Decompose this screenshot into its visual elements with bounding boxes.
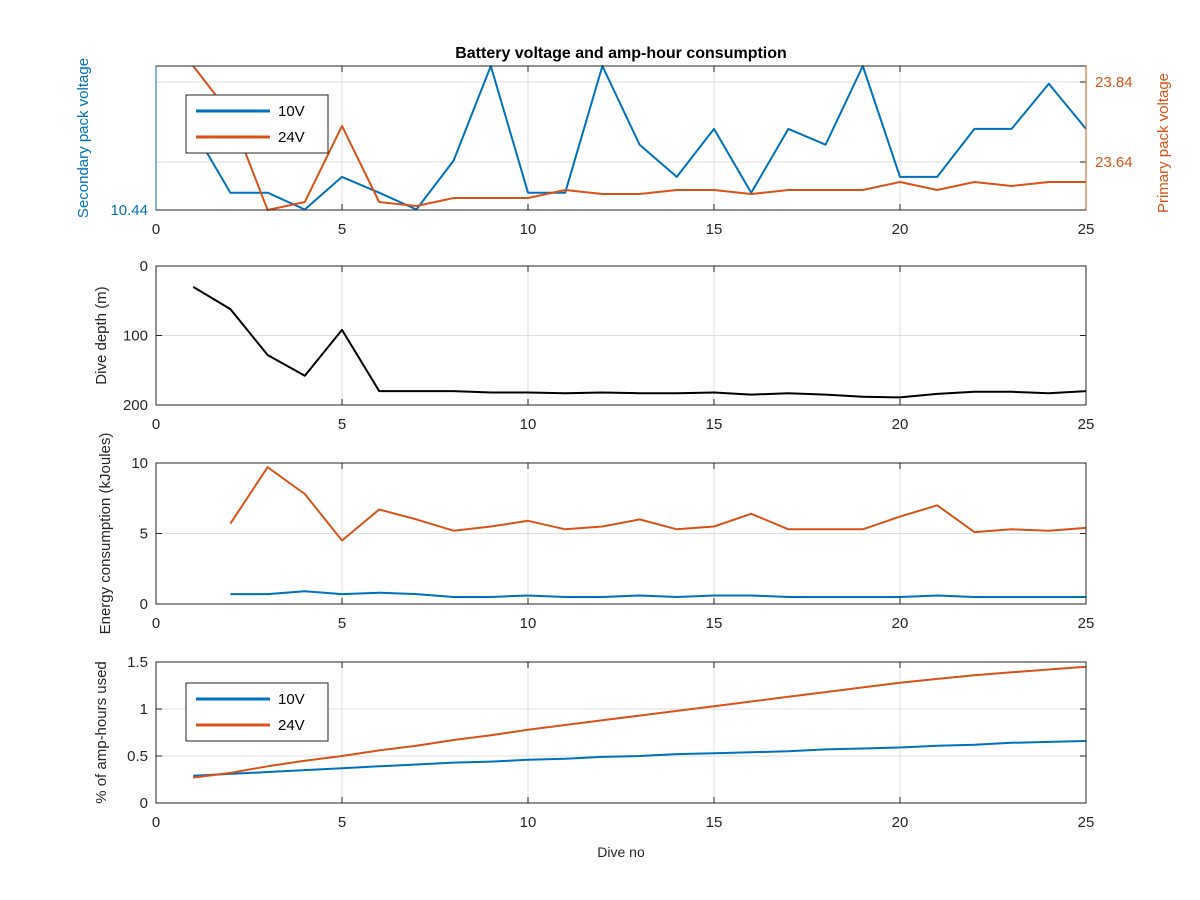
x-tick-label: 0 (152, 814, 160, 831)
x-tick-label: 10 (520, 221, 537, 238)
x-tick-label: 20 (892, 615, 909, 632)
y-right-axis-label: Primary pack voltage (1155, 73, 1172, 213)
y-axis-label: Dive depth (m) (93, 286, 110, 384)
figure-title: Battery voltage and amp-hour consumption (455, 45, 787, 62)
legend-label-24V: 24V (278, 717, 305, 734)
y-tick-label: 0 (140, 596, 148, 613)
x-tick-label: 5 (338, 221, 346, 238)
y-tick-label: 0.5 (127, 748, 148, 765)
x-tick-label: 0 (152, 615, 160, 632)
series-line-2 (230, 590, 1086, 598)
axes-frame (155, 661, 1087, 804)
y-right-tick-label: 23.84 (1095, 74, 1133, 91)
x-tick-label: 15 (706, 221, 723, 238)
x-tick-label: 20 (892, 221, 909, 238)
y-axis-label: % of amp-hours used (93, 661, 110, 804)
series-line-10V (193, 740, 1087, 777)
x-tick-label: 0 (152, 221, 160, 238)
x-tick-label: 25 (1078, 221, 1095, 238)
x-tick-label: 15 (706, 416, 723, 433)
x-axis-label: Dive no (597, 844, 645, 860)
x-tick-label: 5 (338, 814, 346, 831)
y-right-tick-label: 23.64 (1095, 154, 1133, 171)
x-tick-label: 0 (152, 416, 160, 433)
x-tick-label: 25 (1078, 416, 1095, 433)
y-tick-label: 10 (131, 455, 148, 472)
subplot-3: 0 5 10 15 20 25 0 5 10 Energy consumption (kJoule… (97, 433, 1094, 635)
y-tick-label: 5 (140, 526, 148, 543)
x-tick-label: 20 (892, 814, 909, 831)
x-tick-label: 25 (1078, 814, 1095, 831)
x-tick-label: 10 (520, 615, 537, 632)
subplot-2: 0 5 10 15 20 25 0 100 200 Dive depth (m) (93, 258, 1094, 433)
x-tick-label: 10 (520, 814, 537, 831)
x-tick-label: 15 (706, 814, 723, 831)
y-tick-label: 0 (140, 795, 148, 812)
legend-box (185, 94, 329, 154)
legend-label-10V: 10V (278, 691, 305, 708)
series-line-24V (192, 65, 1086, 211)
y-tick-label: 1.5 (127, 654, 148, 671)
x-tick-label: 5 (338, 416, 346, 433)
x-tick-label: 5 (338, 615, 346, 632)
y-axis-label: Energy consumption (kJoules) (97, 433, 114, 635)
y-tick-label: 1 (140, 701, 148, 718)
y-tick-label: 200 (123, 397, 148, 414)
legend-box (185, 682, 329, 742)
x-tick-label: 10 (520, 416, 537, 433)
y-tick-label: 0 (140, 258, 148, 275)
x-tick-label: 25 (1078, 615, 1095, 632)
subplot-4: 0 5 10 15 20 25 0 0.5 1 1.5 % of amp-hours used 10V… (93, 654, 1094, 831)
series-line-24V (193, 665, 1087, 779)
y-tick-label: 10.44 (110, 202, 148, 219)
legend-label-10V: 10V (278, 103, 305, 120)
series-line-1 (192, 286, 1087, 399)
legend-label-24V: 24V (278, 129, 305, 146)
y-axis-label: Secondary pack voltage (75, 58, 92, 218)
subplot-1: 0 5 10 15 20 25 10.44 23.64 23.84 Secondary pack … (75, 58, 1172, 238)
series-line-1 (229, 466, 1087, 542)
series-line-10V (192, 65, 1087, 211)
y-tick-label: 100 (123, 328, 148, 345)
x-tick-label: 15 (706, 615, 723, 632)
x-tick-label: 20 (892, 416, 909, 433)
